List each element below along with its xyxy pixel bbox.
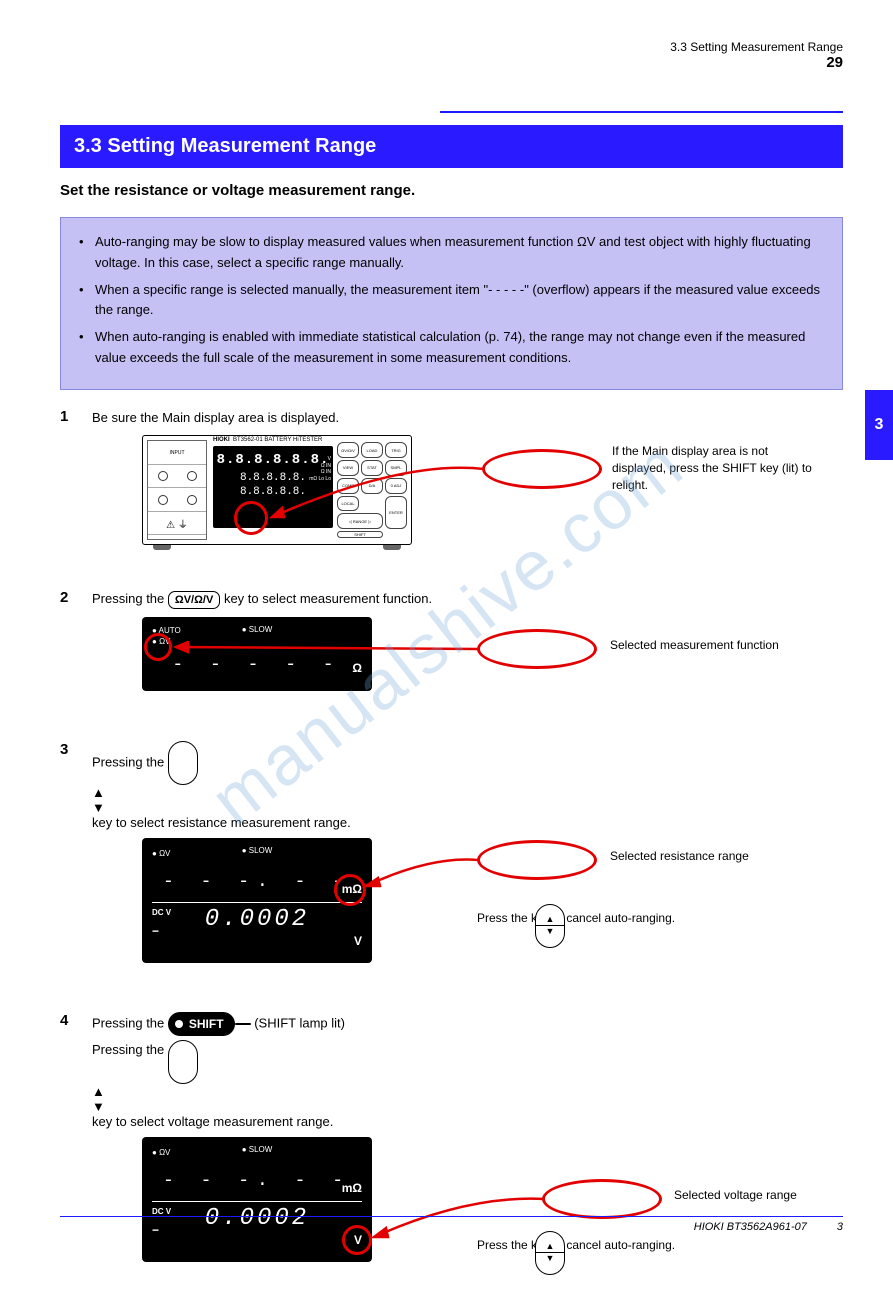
callout-ellipse xyxy=(477,840,597,880)
section-title-bar: 3.3 Setting Measurement Range xyxy=(60,125,843,168)
note-item: When auto-ranging is enabled with immedi… xyxy=(79,327,824,369)
step-number: 2 xyxy=(60,589,76,606)
step-number: 1 xyxy=(60,408,76,425)
display-panel: ΩV SLOW - - -. - - mΩ DC V − 0.0002 V xyxy=(142,1137,372,1262)
section-ref: 3.3 Setting Measurement Range xyxy=(670,40,843,54)
note-item: When a specific range is selected manual… xyxy=(79,280,824,322)
label-dcv: DC V xyxy=(152,1207,171,1216)
step-text: Pressing the ΩV/Ω/V key to select measur… xyxy=(92,589,843,609)
indicator-slow: SLOW xyxy=(242,625,273,634)
note-box: Auto-ranging may be slow to display meas… xyxy=(60,217,843,390)
chapter-tab: 3 xyxy=(865,390,893,460)
indicator-slow: SLOW xyxy=(242,1145,273,1154)
step-3: 3 Pressing the ▲▼ key to select resistan… xyxy=(60,741,843,1006)
section-subtitle: Set the resistance or voltage measuremen… xyxy=(60,182,843,199)
step-number: 4 xyxy=(60,1012,76,1029)
key-range xyxy=(168,741,198,785)
header-rule xyxy=(440,111,843,113)
step-text: Pressing the xyxy=(92,741,843,785)
step-4: 4 Pressing the SHIFT (SHIFT lamp lit) Pr… xyxy=(60,1012,843,1305)
instrument-jacks: INPUT ⚠ ⏚ xyxy=(147,440,207,540)
callout-ellipse xyxy=(542,1179,662,1219)
key-range: ▲▼ xyxy=(535,904,565,948)
step-text: Be sure the Main display area is display… xyxy=(92,408,843,428)
callout-ellipse xyxy=(482,449,602,489)
callout-text: Selected voltage range xyxy=(674,1187,797,1204)
instrument-brand: HIOKI BT3562-01 BATTERY HiTESTER xyxy=(213,437,322,443)
step-text-2: Pressing the xyxy=(92,1040,843,1084)
unit-ohm: Ω xyxy=(352,661,362,675)
step-1: 1 Be sure the Main display area is displ… xyxy=(60,408,843,584)
indicator-slow: SLOW xyxy=(242,846,273,855)
callout-connector xyxy=(360,856,485,891)
page-number: 29 xyxy=(826,54,843,71)
callout-ellipse xyxy=(477,629,597,669)
key-range xyxy=(168,1040,198,1084)
step-2: 2 Pressing the ΩV/Ω/V key to select meas… xyxy=(60,589,843,735)
label-dcv: DC V xyxy=(152,908,171,917)
indicator-ov: ΩV xyxy=(152,1147,170,1158)
range-note: Press the key to cancel auto-ranging. ▲▼ xyxy=(477,1237,707,1254)
page-header: 3.3 Setting Measurement Range xyxy=(60,40,843,54)
label-minus: − xyxy=(152,924,159,938)
indicator-ov: ΩV xyxy=(152,848,170,859)
footer-chapter: 3 xyxy=(837,1221,843,1233)
page-footer: HIOKI BT3562A961-07 3 xyxy=(60,1216,843,1233)
callout-text: If the Main display area is not displaye… xyxy=(612,443,812,493)
unit-v: V xyxy=(354,934,362,948)
key-omega-v: ΩV/Ω/V xyxy=(168,591,220,609)
step-text: Pressing the SHIFT (SHIFT lamp lit) xyxy=(92,1012,843,1036)
callout-connector xyxy=(262,465,492,525)
key-range: ▲▼ xyxy=(535,1231,565,1275)
key-shift: SHIFT xyxy=(168,1012,235,1036)
callout-circle xyxy=(144,633,172,661)
callout-text: Selected resistance range xyxy=(610,848,749,865)
step-number: 3 xyxy=(60,741,76,758)
note-item: Auto-ranging may be slow to display meas… xyxy=(79,232,824,274)
callout-text: Selected measurement function xyxy=(610,637,779,654)
range-note: Press the key to cancel auto-ranging. ▲▼ xyxy=(477,910,707,927)
footer-model: HIOKI BT3562A961-07 xyxy=(694,1221,807,1233)
unit-mohm: mΩ xyxy=(342,1181,362,1195)
callout-connector xyxy=(170,641,482,661)
